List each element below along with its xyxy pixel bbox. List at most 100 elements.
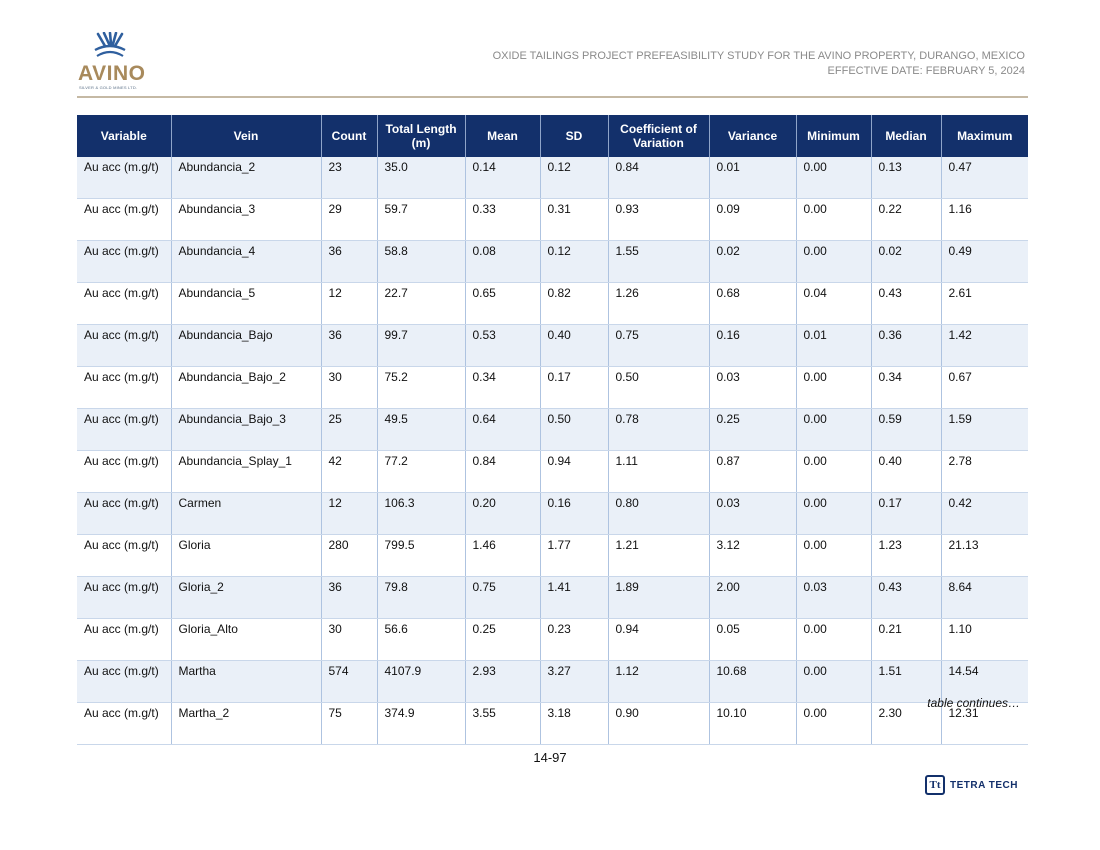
table-row: Au acc (m.g/t) Carmen 12 106.3 0.20 0.16 0.80 0…: [77, 492, 1028, 535]
table-cell: 12: [321, 492, 378, 535]
table-cell: 0.43: [871, 282, 942, 325]
table-cell: 0.03: [709, 492, 797, 535]
table-cell: 0.36: [871, 324, 942, 367]
table-cell: 0.12: [540, 157, 609, 199]
tetra-tech-mark-icon: Tt: [925, 775, 945, 795]
table-cell: 0.13: [871, 157, 942, 199]
table-cell: 0.17: [871, 492, 942, 535]
table-cell: 0.21: [871, 618, 942, 661]
table-cell: Martha_2: [171, 702, 322, 745]
table-cell: 12: [321, 282, 378, 325]
column-header: Maximum: [941, 115, 1028, 157]
table-cell: Abundancia_3: [171, 198, 322, 241]
table-cell: Martha: [171, 660, 322, 703]
table-row: Au acc (m.g/t) Abundancia_3 29 59.7 0.33 0.31…: [77, 198, 1028, 241]
table-cell: 1.41: [540, 576, 609, 619]
table-cell: 2.00: [709, 576, 797, 619]
table-cell: 1.12: [608, 660, 710, 703]
table-cell: Gloria_Alto: [171, 618, 322, 661]
table-row: Au acc (m.g/t) Martha_2 75 374.9 3.55 3.18 0.9…: [77, 702, 1028, 745]
table-cell: 0.25: [465, 618, 541, 661]
table-cell: 0.02: [871, 240, 942, 283]
table-cell: 280: [321, 534, 378, 577]
table-cell: 59.7: [377, 198, 466, 241]
table-cell: 0.08: [465, 240, 541, 283]
table-cell: 2.61: [941, 282, 1028, 325]
column-header: Coefficient of Variation: [608, 115, 710, 157]
table-cell: Au acc (m.g/t): [77, 324, 172, 367]
table-cell: 1.89: [608, 576, 710, 619]
table-cell: 0.49: [941, 240, 1028, 283]
table-cell: 0.25: [709, 408, 797, 451]
table-cell: Au acc (m.g/t): [77, 702, 172, 745]
table-cell: 0.75: [465, 576, 541, 619]
table-cell: 49.5: [377, 408, 466, 451]
table-cell: 0.42: [941, 492, 1028, 535]
table-cell: Au acc (m.g/t): [77, 450, 172, 493]
table-cell: 0.00: [796, 240, 872, 283]
table-cell: Carmen: [171, 492, 322, 535]
table-cell: 3.12: [709, 534, 797, 577]
table-row: Au acc (m.g/t) Gloria_Alto 30 56.6 0.25 0.23 0…: [77, 618, 1028, 661]
table-cell: 0.09: [709, 198, 797, 241]
column-header: Total Length (m): [377, 115, 466, 157]
table-cell: 0.53: [465, 324, 541, 367]
table-cell: 0.34: [871, 366, 942, 409]
table-cell: 0.40: [540, 324, 609, 367]
table-cell: 1.51: [871, 660, 942, 703]
column-header: Variance: [709, 115, 797, 157]
column-header: Median: [871, 115, 942, 157]
table-cell: 1.21: [608, 534, 710, 577]
table-cell: 0.14: [465, 157, 541, 199]
table-cell: 1.46: [465, 534, 541, 577]
table-cell: 21.13: [941, 534, 1028, 577]
table-row: Au acc (m.g/t) Abundancia_Splay_1 42 77.2 0.…: [77, 450, 1028, 493]
table-cell: 0.94: [608, 618, 710, 661]
table-cell: 374.9: [377, 702, 466, 745]
table-cell: Gloria: [171, 534, 322, 577]
logo-wordmark: AVINO: [78, 62, 146, 85]
table-cell: 0.68: [709, 282, 797, 325]
column-header: Mean: [465, 115, 541, 157]
table-cell: 799.5: [377, 534, 466, 577]
table-cell: 0.00: [796, 408, 872, 451]
table-cell: 0.47: [941, 157, 1028, 199]
table-cell: Abundancia_5: [171, 282, 322, 325]
table-cell: 106.3: [377, 492, 466, 535]
table-cell: 58.8: [377, 240, 466, 283]
table-cell: 0.12: [540, 240, 609, 283]
table-cell: 0.17: [540, 366, 609, 409]
table-cell: 0.90: [608, 702, 710, 745]
table-cell: 0.00: [796, 366, 872, 409]
table-cell: 0.84: [465, 450, 541, 493]
table-body: Au acc (m.g/t) Abundancia_2 23 35.0 0.14 0.12…: [77, 157, 1028, 745]
table-cell: 0.31: [540, 198, 609, 241]
table-cell: 75.2: [377, 366, 466, 409]
table-cell: 35.0: [377, 157, 466, 199]
table-cell: 0.00: [796, 660, 872, 703]
table-cell: Gloria_2: [171, 576, 322, 619]
header-divider: [77, 96, 1028, 98]
column-header: SD: [540, 115, 609, 157]
table-cell: 36: [321, 324, 378, 367]
avino-wave-icon: [94, 32, 126, 57]
table-cell: Au acc (m.g/t): [77, 282, 172, 325]
table-cell: 0.04: [796, 282, 872, 325]
table-cell: 0.00: [796, 198, 872, 241]
table-cell: Au acc (m.g/t): [77, 157, 172, 199]
table-cell: 0.22: [871, 198, 942, 241]
table-cell: 22.7: [377, 282, 466, 325]
table-cell: 0.43: [871, 576, 942, 619]
table-cell: 3.55: [465, 702, 541, 745]
table-cell: Abundancia_Bajo_3: [171, 408, 322, 451]
table-cell: Abundancia_Bajo_2: [171, 366, 322, 409]
table-header-row: Variable Vein Count Total Length (m) Mean SD C…: [77, 115, 1028, 157]
logo-subtext: SILVER & GOLD MINES LTD.: [79, 85, 138, 90]
table-cell: 0.16: [709, 324, 797, 367]
table-cell: 0.65: [465, 282, 541, 325]
table-cell: Au acc (m.g/t): [77, 240, 172, 283]
table-cell: Abundancia_2: [171, 157, 322, 199]
table-cell: 1.77: [540, 534, 609, 577]
table-cell: 0.01: [709, 157, 797, 199]
table-cell: Au acc (m.g/t): [77, 534, 172, 577]
